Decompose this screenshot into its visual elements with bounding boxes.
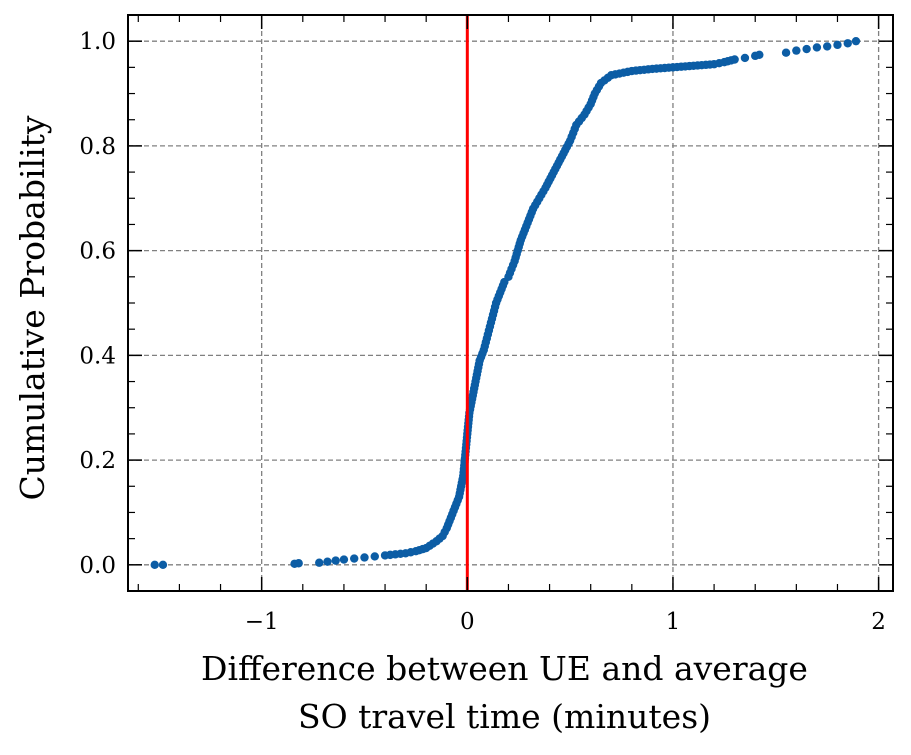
- y-tick-label: 0.2: [79, 448, 116, 474]
- data-point: [150, 560, 159, 570]
- data-point: [158, 560, 168, 570]
- gridlines: [128, 15, 893, 591]
- data-point: [370, 552, 379, 561]
- data-point: [294, 559, 303, 568]
- data-point: [350, 554, 359, 563]
- data-point: [315, 558, 324, 567]
- y-tick-label: 0.8: [79, 134, 116, 160]
- x-tick-label: 1: [666, 609, 681, 635]
- data-point: [822, 42, 832, 51]
- data-point: [331, 556, 340, 565]
- data-point: [781, 48, 791, 57]
- data-point: [360, 553, 369, 562]
- x-axis-title-line-2: SO travel time (minutes): [298, 697, 711, 736]
- data-point: [740, 53, 750, 63]
- x-tick-label: 0: [460, 609, 475, 635]
- tick-labels: −1 0 1 2 0.0 0.2 0.4 0.6 0.8 1.0: [79, 29, 886, 635]
- ticks: [128, 14, 893, 592]
- x-axis-title-line-1: Difference between UE and average: [201, 649, 808, 688]
- data-point: [802, 44, 811, 54]
- data-point: [833, 40, 842, 50]
- data-point: [851, 36, 861, 46]
- y-tick-label: 0.6: [79, 239, 116, 265]
- data-point: [792, 46, 801, 55]
- data-point: [730, 55, 739, 64]
- data-point: [812, 43, 822, 52]
- y-tick-label: 0.0: [79, 553, 116, 579]
- x-tick-label: −1: [245, 609, 279, 635]
- data-point: [323, 557, 332, 566]
- data-point: [755, 50, 764, 59]
- x-tick-label: 2: [871, 609, 886, 635]
- data-points: [150, 36, 861, 570]
- data-point: [843, 39, 852, 48]
- y-tick-label: 0.4: [79, 343, 116, 369]
- data-point: [339, 555, 349, 564]
- y-axis-title: Cumulative Probability: [13, 115, 52, 500]
- y-tick-label: 1.0: [79, 29, 116, 55]
- plot-frame: [127, 14, 894, 592]
